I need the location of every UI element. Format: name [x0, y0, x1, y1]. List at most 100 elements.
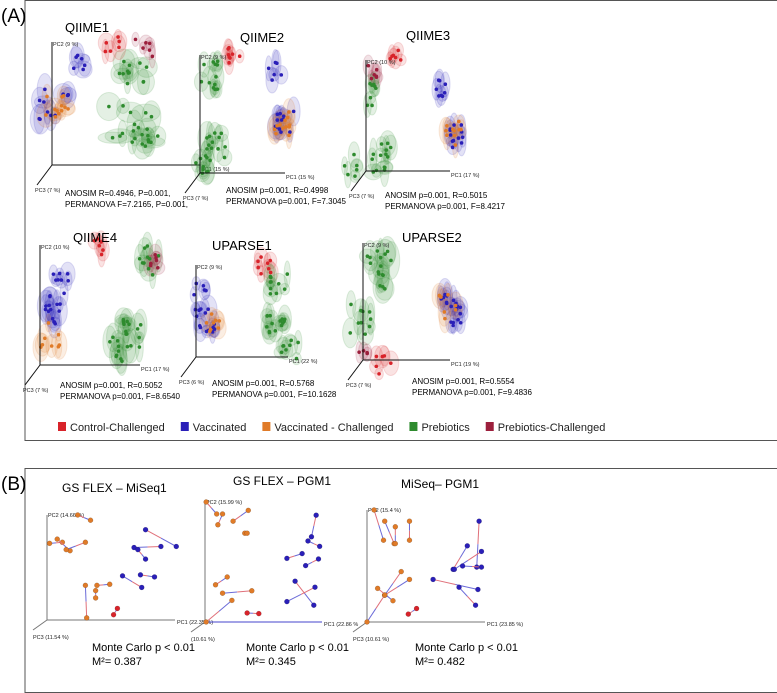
monte-carlo-stat: Monte Carlo p < 0.01 [92, 642, 195, 654]
sample-point [287, 123, 292, 127]
sample-point [140, 142, 145, 146]
sample-point [279, 130, 283, 134]
sample-point [256, 265, 260, 270]
sample-pair [244, 610, 262, 617]
plot-title: GS FLEX – MiSeq1 [62, 481, 167, 495]
sample-pair [203, 597, 235, 625]
sample-point [135, 546, 141, 553]
sample-point [133, 136, 137, 141]
sample-point [268, 292, 273, 296]
sample-point [451, 566, 458, 573]
sample-point [445, 133, 449, 138]
sample-point [464, 543, 470, 549]
sample-pair [54, 536, 73, 554]
sample-point [281, 114, 286, 118]
sample-point [406, 576, 413, 583]
sample-point [125, 81, 130, 86]
sample-point [207, 143, 211, 147]
sample-point [146, 133, 150, 138]
sample-point [147, 48, 152, 52]
sample-point [140, 261, 145, 265]
sample-point [138, 322, 143, 327]
sample-point [368, 95, 373, 100]
sample-point [205, 155, 209, 160]
sample-point [381, 284, 385, 289]
sample-point [59, 539, 66, 545]
sample-pair [284, 584, 318, 605]
procrustes-link [304, 592, 315, 606]
pc1-axis-label: PC1 (17 %) [451, 173, 480, 179]
permanova-stat: PERMANOVA F=7.2165, P=0.001, [65, 200, 188, 209]
sample-point [436, 78, 441, 83]
anosim-stat: ANOSIM p=0.001, R=0.4998 [226, 186, 329, 195]
sample-point [75, 53, 80, 58]
sample-pair [135, 546, 149, 562]
sample-point [383, 252, 387, 256]
sample-point [141, 46, 145, 50]
sample-point [281, 126, 285, 130]
plot-title: UPARSE1 [212, 238, 272, 253]
sample-point [459, 141, 464, 145]
sample-point [50, 316, 55, 321]
pc2-axis-label: PC2 (15.4 %) [368, 508, 401, 514]
sample-point [158, 543, 164, 550]
sample-point [211, 85, 216, 90]
procrustes-link [218, 600, 233, 612]
sample-point [406, 537, 413, 543]
sample-point [117, 45, 121, 50]
pc3-axis [36, 164, 53, 186]
sample-point [458, 305, 463, 310]
sample-pair [371, 507, 387, 543]
sample-point [219, 511, 226, 517]
sample-point [453, 143, 458, 147]
sample-point [256, 610, 262, 617]
sample-point [274, 131, 278, 136]
sample-point [272, 72, 276, 77]
sample-point [37, 98, 42, 103]
sample-point [133, 37, 138, 42]
pc3-axis [190, 621, 206, 633]
sample-point [451, 320, 456, 325]
sample-point [117, 71, 122, 76]
sample-pair [142, 527, 179, 550]
sample-point [437, 294, 442, 298]
sample-point [79, 57, 84, 61]
sample-point [294, 356, 299, 361]
sample-pair [474, 518, 482, 570]
sample-point [66, 278, 70, 283]
anosim-stat: ANOSIM p=0.001, R=0.5015 [385, 191, 488, 200]
sample-point [150, 54, 155, 59]
sample-point [396, 48, 400, 53]
sample-point [103, 49, 108, 54]
pc3-axis-label: PC3 (11.54 %) [33, 635, 69, 641]
sample-point [114, 605, 121, 612]
sample-point [390, 598, 396, 604]
sample-point [259, 272, 263, 276]
procrustes-link [294, 580, 305, 594]
panel-b: PC2 (14.66 %) PC1 (22.35 %) PC3 (11.54 %) G… [32, 474, 523, 668]
pc1-axis-label: PC1 (19 %) [451, 362, 480, 368]
points [192, 255, 300, 361]
sample-point [292, 578, 298, 584]
sample-point [405, 611, 411, 617]
axes: PC2 (10 %) PC1 (17 %) PC3 (7 %) [349, 60, 480, 200]
sample-point [374, 364, 379, 369]
sample-point [285, 115, 290, 120]
sample-point [136, 125, 141, 130]
sample-point [173, 543, 179, 550]
procrustes-link [378, 524, 384, 541]
sample-point [203, 619, 209, 625]
sample-point [59, 103, 64, 108]
sample-point [110, 135, 115, 140]
sample-point [40, 342, 45, 347]
sample-point [259, 255, 263, 259]
points [194, 45, 296, 175]
procrustes-link [145, 529, 162, 539]
sample-point [382, 592, 388, 598]
sample-point [45, 94, 49, 99]
sample-point [149, 114, 154, 119]
sample-point [155, 134, 160, 138]
sample-point [448, 128, 452, 132]
monte-carlo-stat: Monte Carlo p < 0.01 [246, 642, 349, 654]
sample-point [216, 326, 221, 330]
